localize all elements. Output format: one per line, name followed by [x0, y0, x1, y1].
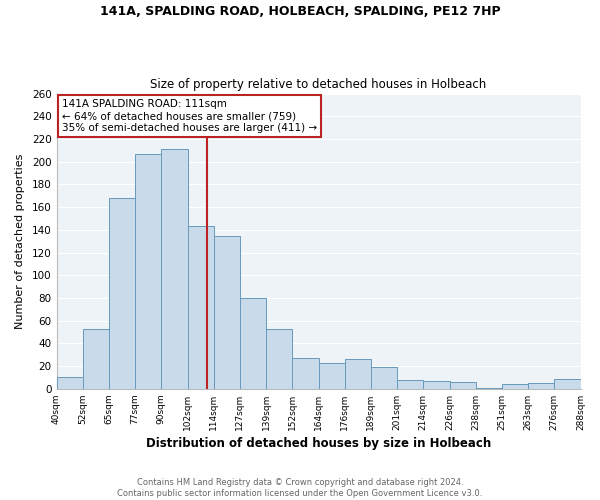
Bar [554, 378, 581, 389]
Bar [135, 154, 161, 389]
Bar [266, 328, 292, 389]
Bar [371, 367, 397, 389]
Text: Contains HM Land Registry data © Crown copyright and database right 2024.
Contai: Contains HM Land Registry data © Crown c… [118, 478, 482, 498]
Bar [528, 383, 554, 389]
Bar [476, 388, 502, 389]
Bar [292, 358, 319, 389]
Bar [214, 236, 240, 389]
Title: Size of property relative to detached houses in Holbeach: Size of property relative to detached ho… [151, 78, 487, 91]
Bar [56, 378, 83, 389]
Text: 141A, SPALDING ROAD, HOLBEACH, SPALDING, PE12 7HP: 141A, SPALDING ROAD, HOLBEACH, SPALDING,… [100, 5, 500, 18]
Text: 141A SPALDING ROAD: 111sqm
← 64% of detached houses are smaller (759)
35% of sem: 141A SPALDING ROAD: 111sqm ← 64% of deta… [62, 100, 317, 132]
Bar [240, 298, 266, 389]
Bar [109, 198, 135, 389]
Bar [345, 360, 371, 389]
Bar [502, 384, 528, 389]
Bar [161, 149, 188, 389]
Y-axis label: Number of detached properties: Number of detached properties [15, 154, 25, 329]
X-axis label: Distribution of detached houses by size in Holbeach: Distribution of detached houses by size … [146, 437, 491, 450]
Bar [397, 380, 424, 389]
Bar [319, 362, 345, 389]
Bar [449, 382, 476, 389]
Bar [188, 226, 214, 389]
Bar [83, 328, 109, 389]
Bar [424, 381, 449, 389]
